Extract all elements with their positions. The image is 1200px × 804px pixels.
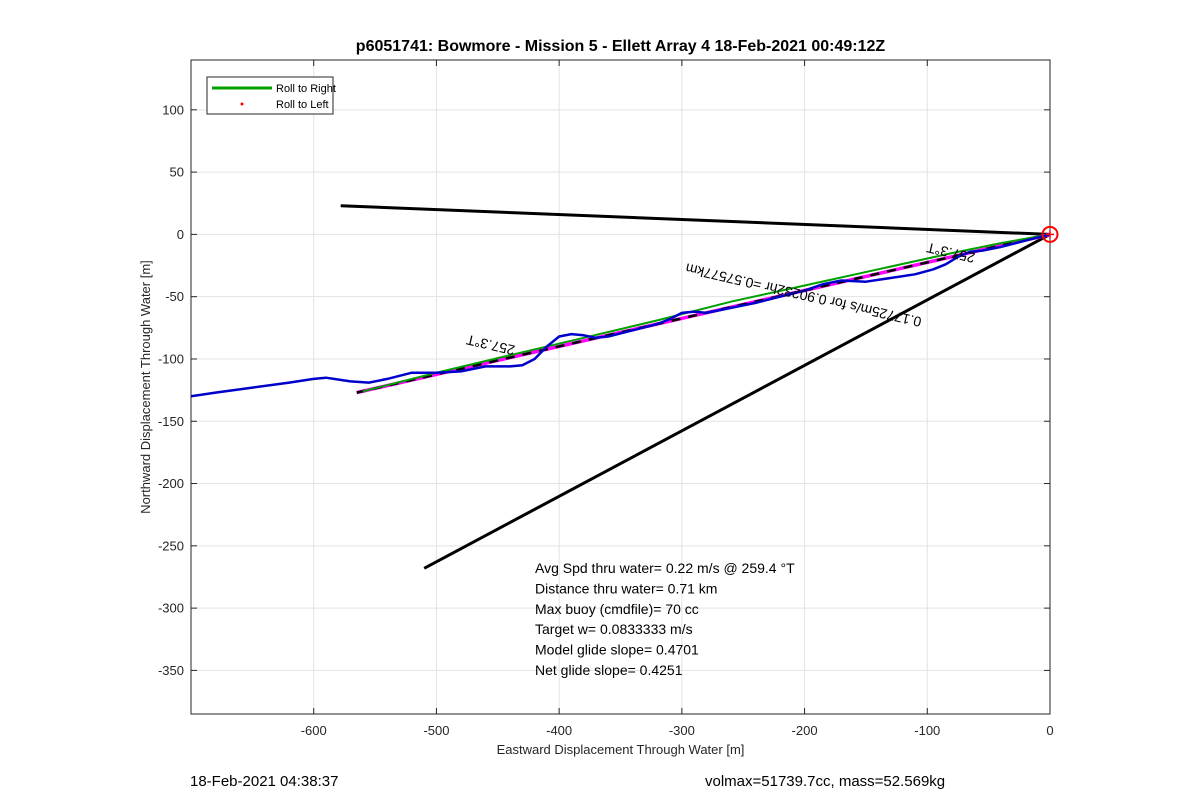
x-tick-label: 0 — [1046, 723, 1053, 738]
footer-timestamp: 18-Feb-2021 04:38:37 — [190, 773, 339, 790]
info-line: Max buoy (cmdfile)= 70 cc — [535, 601, 699, 617]
info-line: Distance thru water= 0.71 km — [535, 580, 717, 596]
info-line: Model glide slope= 0.4701 — [535, 642, 699, 658]
x-tick-label: -200 — [792, 723, 818, 738]
guide-line-upper — [340, 204, 1050, 236]
legend-box — [206, 76, 334, 115]
legend-roll-left-swatch — [240, 102, 244, 106]
x-axis-label: Eastward Displacement Through Water [m] — [497, 742, 745, 757]
y-tick-label: -250 — [158, 538, 184, 553]
plot-lines — [191, 204, 1050, 570]
footer-stats: volmax=51739.7cc, mass=52.569kg — [705, 773, 946, 790]
legend-roll-right-label: Roll to Right — [276, 83, 336, 95]
x-tick-label: -100 — [914, 723, 940, 738]
y-tick-label: -50 — [165, 289, 184, 304]
x-tick-label: -400 — [546, 723, 572, 738]
y-tick-label: 100 — [162, 102, 184, 117]
info-line: Target w= 0.0833333 m/s — [535, 621, 693, 637]
legend: Roll to Right Roll to Left — [206, 76, 336, 115]
chart-title: p6051741: Bowmore - Mission 5 - Ellett A… — [356, 38, 886, 55]
info-line: Net glide slope= 0.4251 — [535, 662, 683, 678]
x-tick-label: -300 — [669, 723, 695, 738]
axes-box — [190, 59, 1051, 715]
y-tick-label: -200 — [158, 476, 184, 491]
info-line: Avg Spd thru water= 0.22 m/s @ 259.4 °T — [535, 560, 795, 576]
y-tick-label: -300 — [158, 601, 184, 616]
y-tick-label: -100 — [158, 351, 184, 366]
end-position-marker — [1041, 225, 1059, 243]
blue-path-line — [191, 233, 1050, 398]
guide-line-lower — [423, 233, 1050, 570]
x-tick-label: -600 — [301, 723, 327, 738]
roll-right-series-line — [362, 233, 1050, 393]
y-tick-label: 0 — [177, 227, 184, 242]
y-tick-label: -150 — [158, 414, 184, 429]
y-axis-label: Northward Displacement Through Water [m] — [138, 260, 153, 514]
y-tick-label: 50 — [170, 165, 184, 180]
x-tick-label: -500 — [423, 723, 449, 738]
plot-area — [191, 60, 1050, 714]
legend-roll-left-label: Roll to Left — [276, 99, 329, 111]
y-tick-label: -350 — [158, 663, 184, 678]
